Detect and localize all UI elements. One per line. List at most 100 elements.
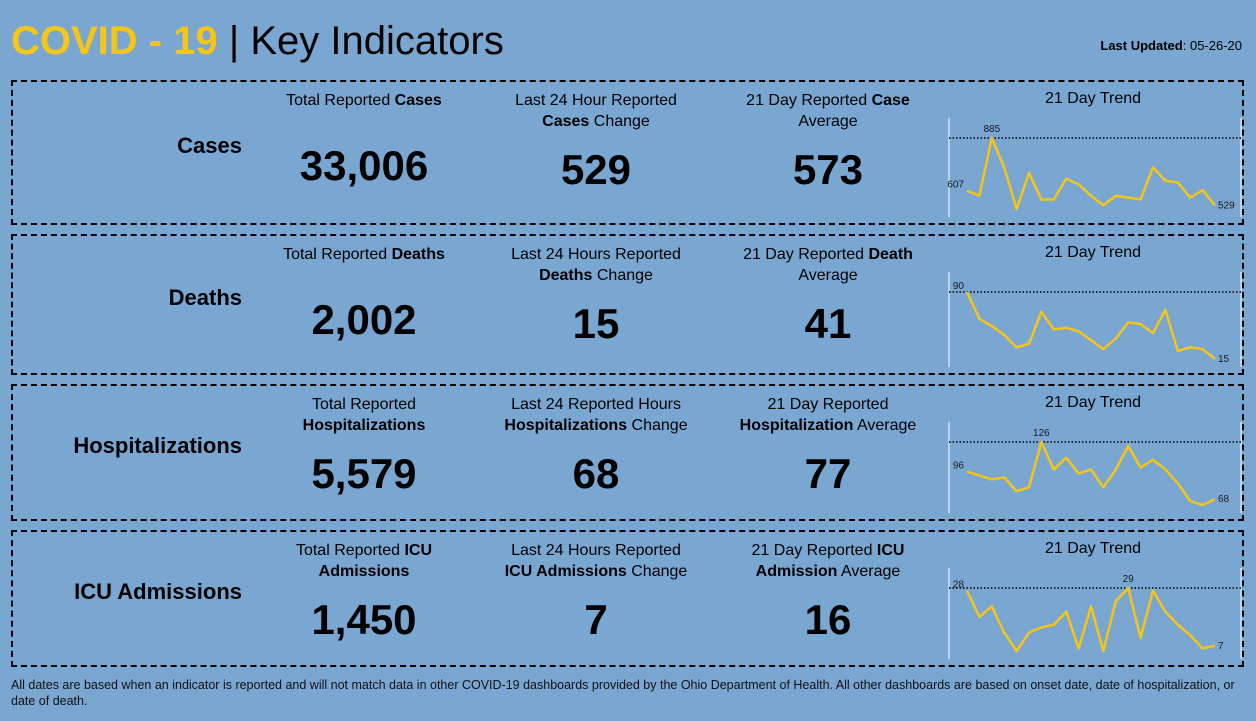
first-value-label: 607 [947, 180, 964, 191]
trend-title: 21 Day Trend [1044, 394, 1142, 411]
trend-line [966, 136, 1216, 211]
label-line: Average [708, 265, 948, 286]
trend-chart: 607 885 529 [947, 118, 1242, 217]
row-name: ICU Admissions [74, 578, 242, 604]
metric-label: 21 Day Reported ICU Admission Average [708, 540, 948, 582]
metric-label: Last 24 Hours Reported Deaths Change [476, 244, 716, 286]
title-text: Key Indicators [250, 19, 504, 63]
label-part: Cases [542, 113, 590, 130]
label-line: ICU Admissions Change [476, 561, 716, 582]
label-line: Admissions [244, 561, 484, 582]
max-value-label: 126 [1033, 428, 1050, 439]
label-part: Case [871, 92, 910, 109]
metric-label: Total Reported Hospitalizations [244, 394, 484, 436]
label-part: Total Reported [295, 542, 405, 559]
label-part: Hospitalizations [302, 417, 426, 434]
label-part: Change [592, 267, 653, 284]
max-value-label: 885 [983, 124, 1000, 135]
indicator-panel: Deaths Total Reported Deaths 2,002 Last 24 … [11, 234, 1244, 375]
metric-value: 1,450 [311, 596, 417, 643]
trend-line [966, 440, 1216, 507]
metric-value: 33,006 [299, 142, 429, 189]
label-part: 21 Day Reported [751, 542, 877, 559]
label-part: Average [837, 563, 901, 580]
label-line: Average [708, 111, 948, 132]
updated-value: : 05-26-20 [1182, 38, 1242, 53]
footer-note: All dates are based when an indicator is… [11, 678, 1235, 708]
first-value-label: 90 [953, 281, 965, 292]
label-part: Change [627, 417, 688, 434]
metric-label: 21 Day Reported Death Average [708, 244, 948, 286]
label-part: Death [868, 246, 913, 263]
label-part: Cases [394, 92, 442, 109]
last-value-label: 529 [1218, 200, 1235, 211]
last-value-label: 68 [1218, 494, 1230, 505]
label-part: 21 Day Reported [746, 92, 872, 109]
metric-label: Last 24 Hour Reported Cases Change [476, 90, 716, 132]
label-part: Last 24 Reported Hours [511, 396, 681, 413]
label-line: Total Reported ICU [244, 540, 484, 561]
label-part: Total Reported [311, 396, 417, 413]
metric-label: Last 24 Hours Reported ICU Admissions Cha… [476, 540, 716, 582]
metric-label: Total Reported Cases [244, 90, 484, 111]
metric-value: 7 [584, 596, 608, 643]
label-part: Last 24 Hour Reported [515, 92, 677, 109]
title-separator: | [228, 19, 240, 63]
metric-value: 15 [572, 300, 620, 347]
label-part: Last 24 Hours Reported [511, 542, 681, 559]
label-line: 21 Day Reported [708, 394, 948, 415]
label-part: Deaths [539, 267, 593, 284]
label-part: ICU [404, 542, 433, 559]
label-part: Hospitalization [739, 417, 854, 434]
label-line: Last 24 Reported Hours [476, 394, 716, 415]
label-line: 21 Day Reported Case [708, 90, 948, 111]
label-part: Average [853, 417, 917, 434]
label-part: Average [798, 113, 858, 130]
trend-line [965, 291, 1216, 360]
indicator-panel: Hospitalizations Total Reported Hospitaliz… [11, 384, 1244, 521]
first-value-label: 96 [953, 461, 965, 472]
metric-label: Total Reported Deaths [244, 244, 484, 265]
label-line: Hospitalizations Change [476, 415, 716, 436]
trend-chart: 28 29 7 [948, 568, 1242, 659]
label-part: 21 Day Reported [767, 396, 889, 413]
metric-value: 16 [804, 596, 852, 643]
trend-chart: 90 15 [948, 272, 1242, 367]
trend-chart: 96 126 68 [948, 422, 1242, 513]
max-value-label: 29 [1123, 574, 1135, 585]
label-part: ICU [876, 542, 905, 559]
label-part: Admission [755, 563, 838, 580]
indicator-panel: Cases Total Reported Cases 33,006 Last 24 H… [11, 80, 1244, 225]
row-name: Hospitalizations [73, 432, 242, 458]
trend-title: 21 Day Trend [1044, 540, 1142, 557]
updated-label: Last Updated [1100, 38, 1183, 53]
row-name: Deaths [168, 284, 242, 310]
last-value-label: 15 [1218, 354, 1230, 365]
metric-label: 21 Day Reported Case Average [708, 90, 948, 132]
label-part: Admissions [318, 563, 410, 580]
first-value-label: 28 [953, 580, 965, 591]
title-highlight: COVID - 19 [11, 19, 218, 63]
label-part: Total Reported [283, 246, 392, 263]
label-line: Last 24 Hours Reported [476, 244, 716, 265]
label-part: Last 24 Hours Reported [511, 246, 681, 263]
metric-label: 21 Day Reported Hospitalization Average [708, 394, 948, 436]
label-line: 21 Day Reported Death [708, 244, 948, 265]
label-line: Cases Change [476, 111, 716, 132]
last-value-label: 7 [1218, 641, 1224, 652]
label-line: 21 Day Reported ICU [708, 540, 948, 561]
label-part: ICU Admissions [504, 563, 627, 580]
label-line: Hospitalization Average [708, 415, 948, 436]
label-part: Total Reported [286, 92, 395, 109]
label-part: Change [626, 563, 688, 580]
label-line: Hospitalizations [244, 415, 484, 436]
label-line: Total Reported Cases [244, 90, 484, 111]
trend-title: 21 Day Trend [1044, 90, 1142, 107]
metric-value: 529 [560, 146, 632, 193]
label-part: 21 Day Reported [743, 246, 869, 263]
title: COVID - 19 | Key Indicators [11, 18, 504, 64]
metric-value: 573 [792, 146, 864, 193]
label-part: Hospitalizations [504, 417, 628, 434]
trend-title: 21 Day Trend [1044, 244, 1142, 261]
